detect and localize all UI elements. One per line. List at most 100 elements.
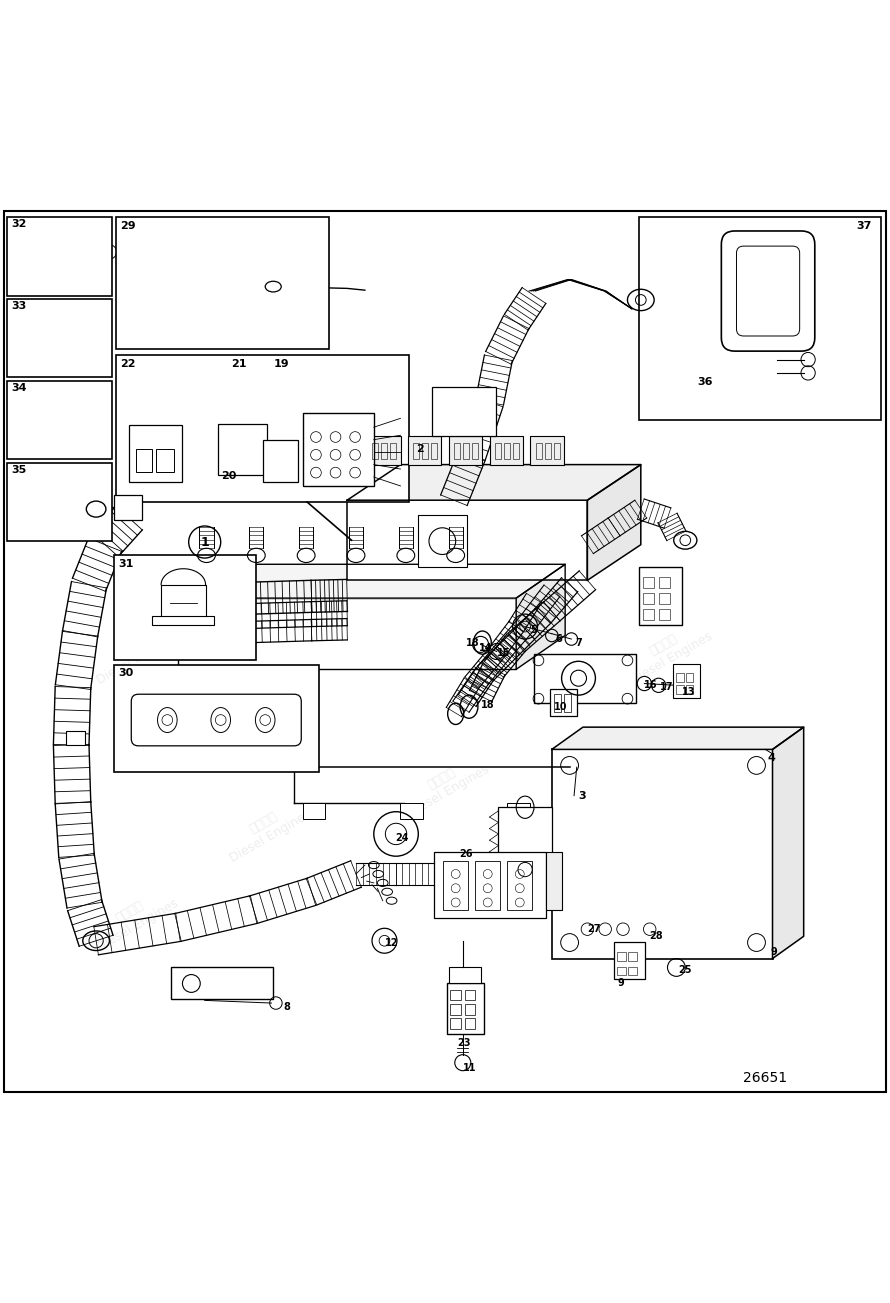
Text: 32: 32: [12, 219, 27, 229]
Text: 15: 15: [497, 649, 510, 658]
Bar: [418, 515, 467, 567]
Text: 柴发动力
Diesel Engines: 柴发动力 Diesel Engines: [531, 456, 626, 526]
Text: 9: 9: [771, 947, 778, 958]
Text: 2: 2: [416, 443, 424, 453]
Bar: [450, 1003, 461, 1015]
Bar: [550, 689, 577, 715]
Text: 柴发动力
Diesel Engines: 柴发动力 Diesel Engines: [86, 883, 181, 954]
Text: 5: 5: [530, 625, 538, 635]
Bar: [475, 861, 500, 909]
Bar: [431, 443, 437, 459]
Bar: [659, 593, 670, 605]
Bar: [643, 577, 654, 589]
Bar: [434, 852, 546, 919]
Text: 27: 27: [587, 924, 601, 934]
Bar: [513, 443, 519, 459]
Bar: [507, 861, 532, 909]
Text: 26: 26: [459, 850, 473, 860]
Bar: [472, 443, 478, 459]
Bar: [443, 861, 468, 909]
Bar: [303, 413, 374, 486]
Text: 1: 1: [200, 536, 209, 549]
Bar: [7, 300, 112, 378]
Bar: [617, 967, 626, 976]
Text: 13: 13: [682, 688, 695, 697]
Text: 12: 12: [384, 938, 398, 949]
Bar: [628, 952, 637, 962]
Text: 23: 23: [457, 1038, 471, 1048]
Bar: [129, 425, 182, 482]
Bar: [116, 218, 329, 349]
Bar: [7, 380, 112, 459]
Text: 7: 7: [575, 637, 582, 648]
Text: 21: 21: [231, 358, 247, 369]
Bar: [400, 803, 423, 818]
Text: 9: 9: [618, 977, 625, 988]
Bar: [156, 450, 174, 472]
Bar: [447, 982, 484, 1035]
Text: 34: 34: [12, 383, 27, 392]
Bar: [66, 731, 85, 745]
Bar: [465, 1018, 475, 1029]
Bar: [7, 463, 112, 541]
Bar: [643, 609, 654, 620]
Bar: [534, 654, 636, 704]
Text: 20: 20: [221, 470, 236, 481]
Bar: [554, 694, 561, 711]
Bar: [686, 685, 693, 694]
Polygon shape: [773, 727, 804, 959]
Bar: [218, 423, 267, 476]
Text: 8: 8: [283, 1002, 290, 1012]
Bar: [639, 218, 881, 420]
Bar: [450, 1018, 461, 1029]
Bar: [617, 952, 626, 962]
Bar: [465, 1003, 475, 1015]
Bar: [372, 443, 378, 459]
Text: 14: 14: [479, 642, 492, 653]
Bar: [463, 443, 469, 459]
Text: 28: 28: [650, 932, 663, 941]
Text: 柴发动力
Diesel Engines: 柴发动力 Diesel Engines: [398, 749, 492, 820]
Bar: [643, 593, 654, 605]
Text: 4: 4: [767, 753, 775, 764]
Bar: [614, 942, 645, 979]
Text: 29: 29: [120, 220, 136, 231]
Bar: [7, 218, 112, 296]
Bar: [530, 437, 564, 465]
Bar: [659, 609, 670, 620]
Bar: [432, 387, 496, 437]
Bar: [546, 852, 562, 909]
Bar: [178, 598, 516, 670]
Text: 18: 18: [466, 637, 480, 648]
Bar: [552, 749, 773, 959]
Bar: [263, 439, 298, 482]
Text: 11: 11: [463, 1063, 476, 1072]
Bar: [390, 443, 396, 459]
Text: 26651: 26651: [743, 1071, 788, 1085]
Bar: [686, 672, 693, 681]
Bar: [422, 443, 428, 459]
Text: 柴发动力
Diesel Engines: 柴发动力 Diesel Engines: [220, 795, 314, 865]
Polygon shape: [178, 564, 565, 598]
FancyBboxPatch shape: [132, 694, 301, 745]
FancyBboxPatch shape: [721, 231, 814, 351]
Text: 3: 3: [578, 791, 587, 800]
Text: 17: 17: [660, 681, 674, 692]
Bar: [673, 665, 700, 698]
Bar: [498, 808, 552, 906]
Bar: [554, 443, 560, 459]
Text: 30: 30: [118, 668, 134, 679]
Bar: [490, 437, 523, 465]
Text: 36: 36: [697, 378, 712, 387]
Bar: [413, 443, 419, 459]
Bar: [628, 967, 637, 976]
Text: 35: 35: [12, 465, 27, 474]
Bar: [114, 495, 142, 520]
Bar: [449, 967, 481, 982]
Text: 22: 22: [120, 358, 135, 369]
Text: 柴发动力
Diesel Engines: 柴发动力 Diesel Engines: [86, 616, 181, 687]
Bar: [408, 437, 441, 465]
Bar: [536, 443, 542, 459]
Text: 柴发动力
Diesel Engines: 柴发动力 Diesel Engines: [620, 839, 715, 909]
Bar: [367, 437, 401, 465]
